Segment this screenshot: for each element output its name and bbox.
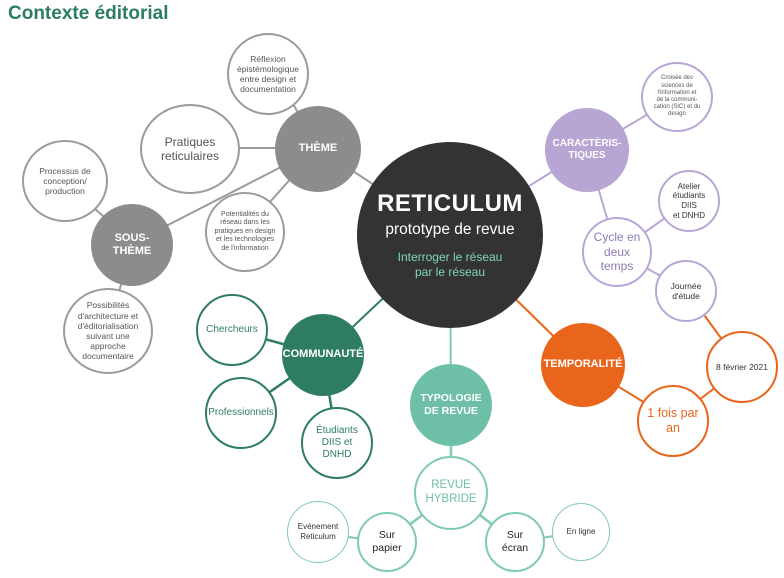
frequence-node: 1 fois par an [637,385,709,457]
typologie-node: TYPOLOGIE DE REVUE [410,364,492,446]
revue-hybride-node: REVUE HYBRIDE [414,456,488,530]
cycle-node: Cycle en deux temps [582,217,652,287]
processus-node: Processus de conception/ production [22,140,108,222]
sous-theme-node: SOUS- THÈME [91,204,173,286]
evenement-node: Evénement Reticulum [287,501,349,563]
central-title: RETICULUM [377,190,523,218]
page-title: Contexte éditorial [8,3,169,24]
chercheurs-node: Chercheurs [196,294,268,366]
journee-node: Journée d'étude [655,260,717,322]
ecran-node: Sur écran [485,512,545,572]
central-reticulum-node: RETICULUM prototype de revue Interroger … [357,142,543,328]
caracteristiques-node: CARACTÈRIS- TIQUES [545,108,629,192]
central-subtitle: prototype de revue [385,221,515,239]
central-tagline: Interroger le réseau par le réseau [397,249,503,279]
communaute-node: COMMUNAUTÉ [282,314,364,396]
atelier-node: Atelier étudiants DIIS et DNHD [658,170,720,232]
en-ligne-node: En ligne [552,503,610,561]
theme-node: THÈME [275,106,361,192]
date-node: 8 février 2021 [706,331,778,403]
etudiants-node: Étudiants DIIS et DNHD [301,407,373,479]
possibilites-node: Possibilités d'architecture et d'éditori… [63,288,153,374]
temporalite-node: TEMPORALITÉ [541,323,625,407]
professionnels-node: Professionnels [205,377,277,449]
potentialites-node: Potentialités du réseau dans les pratiqu… [205,192,285,272]
reflexion-node: Réflexion épistémologique entre design e… [227,33,309,115]
pratiques-node: Pratiques reticulaires [140,104,240,194]
papier-node: Sur papier [357,512,417,572]
croisee-node: Croisée des sciences de l'information et… [641,62,713,132]
